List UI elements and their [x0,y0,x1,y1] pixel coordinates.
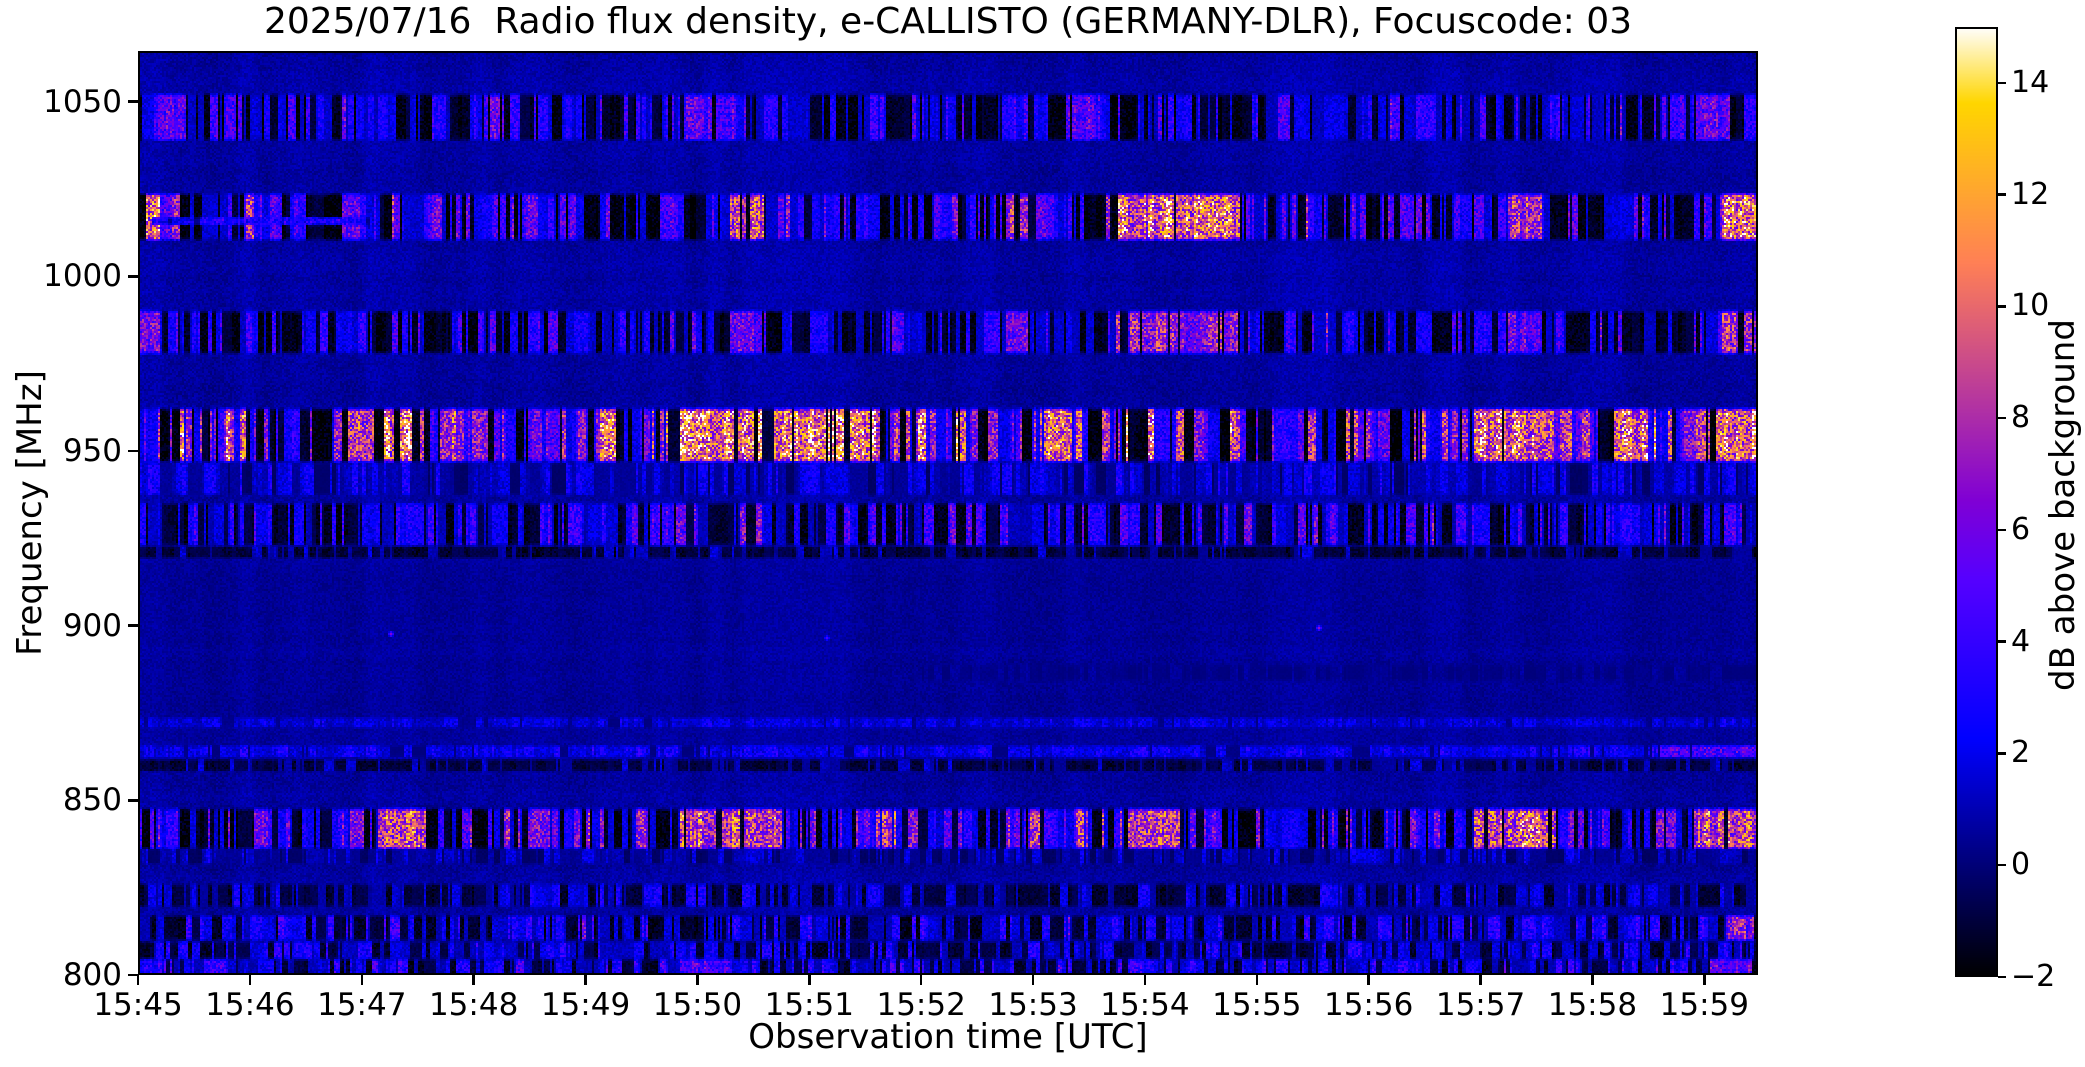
x-tick [696,975,699,985]
colorbar-tick [1998,752,2006,755]
y-tick-label: 900 [62,607,122,644]
colorbar-tick [1998,193,2006,196]
spectrogram-heatmap [138,51,1758,975]
x-tick-label: 15:48 [428,987,519,1023]
y-tick-label: 800 [62,957,122,993]
x-tick [1703,975,1706,985]
colorbar-tick-label: 10 [2011,288,2050,324]
y-tick-label: 950 [62,432,122,469]
colorbar-tick-label: 0 [2011,847,2031,883]
x-tick [808,975,811,985]
colorbar-tick-label: 2 [2011,735,2031,771]
colorbar-tick [1998,528,2006,532]
x-tick [360,975,363,985]
colorbar-tick-label: 14 [2011,64,2050,100]
x-tick [919,975,923,985]
x-tick [1255,975,1259,985]
y-tick-label: 1000 [43,258,122,295]
x-tick [248,975,252,985]
x-tick [1031,975,1035,985]
y-tick [128,973,138,977]
y-axis-label: Frequency [MHz] [10,370,50,656]
colorbar-tick-label: 6 [2011,511,2031,547]
colorbar-tick [1998,863,2006,867]
x-tick [1143,975,1147,985]
x-tick [584,975,587,985]
colorbar-tick-label: −2 [2011,959,2056,994]
colorbar-tick [1998,305,2006,308]
x-tick [472,975,475,985]
x-tick-label: 15:59 [1659,987,1749,1023]
x-tick-label: 15:47 [317,987,407,1023]
colorbar-tick [1998,81,2006,85]
x-tick-label: 15:45 [93,987,183,1023]
x-axis-label: Observation time [UTC] [748,1017,1148,1057]
y-tick-label: 850 [62,782,122,819]
x-tick-label: 15:56 [1323,987,1414,1023]
x-tick-label: 15:55 [1212,987,1302,1023]
x-tick [136,975,140,985]
y-tick-label: 1050 [43,83,122,120]
x-tick-label: 15:46 [205,987,295,1023]
colorbar-label: dB above background [2043,319,2083,691]
colorbar-tick-label: 4 [2011,623,2031,659]
colorbar-tick [1998,640,2006,643]
colorbar-tick [1998,975,2006,979]
x-tick-label: 15:53 [988,987,1078,1023]
y-tick [128,100,138,103]
y-tick [128,449,138,453]
x-tick-label: 15:52 [876,987,966,1023]
y-tick [128,275,138,278]
y-tick [128,799,138,802]
colorbar-tick-label: 8 [2011,400,2031,436]
plot-title: 2025/07/16 Radio flux density, e-CALLIST… [263,1,1633,42]
x-tick-label: 15:58 [1547,987,1638,1023]
colorbar-tick-label: 12 [2011,176,2050,212]
colorbar-tick [1998,416,2006,420]
x-tick [1367,975,1370,985]
x-tick [1479,975,1482,985]
x-tick-label: 15:50 [652,987,743,1023]
x-tick-label: 15:54 [1100,987,1190,1023]
colorbar-gradient [1955,27,1998,977]
x-tick-label: 15:49 [540,987,631,1023]
x-tick-label: 15:57 [1435,987,1526,1023]
x-tick [1591,975,1594,985]
x-tick-label: 15:51 [764,987,854,1023]
y-tick [128,624,138,627]
